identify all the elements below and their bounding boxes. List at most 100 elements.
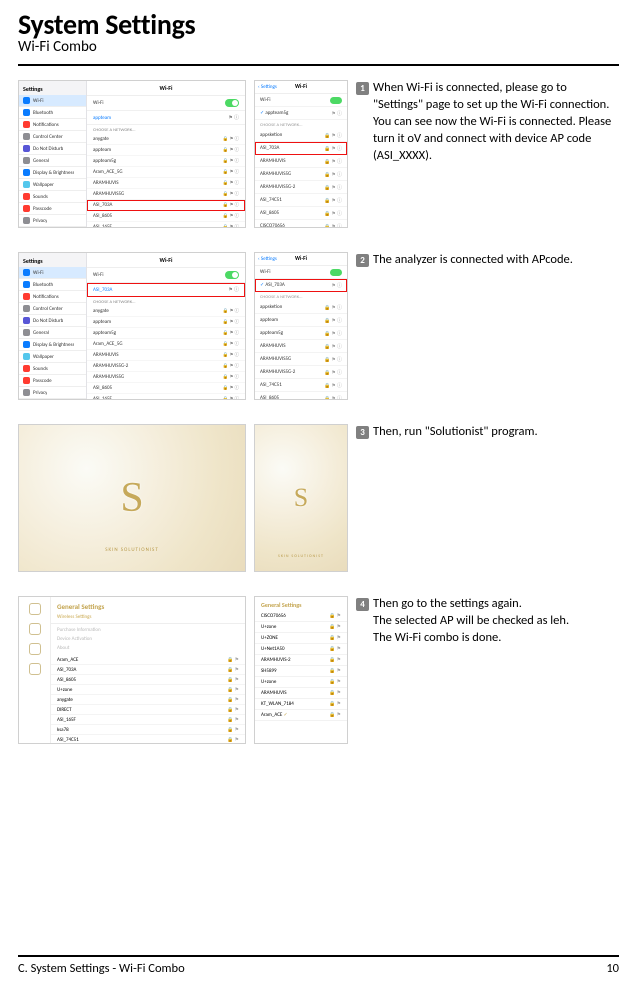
sidebar-item[interactable]: Display & Brightness xyxy=(19,167,86,179)
gs-network-row[interactable]: anygate🔒 ⚑ xyxy=(51,695,245,705)
sidebar-item[interactable]: Control Center xyxy=(19,303,86,315)
gs-left-item[interactable]: About xyxy=(57,644,239,653)
wifi-connected-row-2[interactable]: ASI_703A xyxy=(93,287,112,293)
sidebar-item[interactable]: Sounds xyxy=(19,191,86,203)
network-row[interactable]: ASI_74C51🔒 ⚑ ⓘ xyxy=(255,194,347,207)
gs-phone-network-row[interactable]: U+zone🔒 ⚑ xyxy=(255,677,347,688)
sidebar-item[interactable]: Bluetooth xyxy=(19,107,86,119)
sidebar-item[interactable]: Wallpaper xyxy=(19,351,86,363)
network-row[interactable]: anygate🔒 ⚑ ⓘ xyxy=(87,306,245,317)
gs-phone-network-row[interactable]: SH5899🔒 ⚑ xyxy=(255,666,347,677)
network-row[interactable]: ASI_8605🔒 ⚑ ⓘ xyxy=(255,207,347,220)
sidebar-item[interactable]: Control Center xyxy=(19,131,86,143)
network-row[interactable]: ASI_8605🔒 ⚑ ⓘ xyxy=(87,383,245,394)
sidebar-item[interactable]: Bluetooth xyxy=(19,279,86,291)
iphone-connected-2[interactable]: ASI_703A xyxy=(260,282,285,288)
network-row[interactable]: ASI_703A🔒 ⚑ ⓘ xyxy=(87,200,245,211)
gs-network-row[interactable]: ASI_165F🔒 ⚑ xyxy=(51,715,245,725)
sidebar-item[interactable]: Notifications xyxy=(19,119,86,131)
network-row[interactable]: anygate🔒 ⚑ ⓘ xyxy=(87,134,245,145)
sidebar-item[interactable]: Wi-Fi xyxy=(19,95,86,107)
gs-left-item[interactable]: Device Activation xyxy=(57,635,239,644)
network-row[interactable]: ARAMHUVIS🔒 ⚑ ⓘ xyxy=(255,155,347,168)
sidebar-item[interactable]: Notifications xyxy=(19,291,86,303)
wifi-toggle-2[interactable] xyxy=(225,271,239,279)
network-row[interactable]: ARAMHUVIS🔒 ⚑ ⓘ xyxy=(87,350,245,361)
sidebar-item[interactable]: Wi-Fi xyxy=(19,267,86,279)
gs-network-row[interactable]: ASI_703A🔒 ⚑ xyxy=(51,665,245,675)
gs-network-row[interactable]: DIRECT🔒 ⚑ xyxy=(51,705,245,715)
network-row[interactable]: appteam🔒 ⚑ ⓘ xyxy=(255,314,347,327)
network-row[interactable]: ARAMHUVIS5G🔒 ⚑ ⓘ xyxy=(87,189,245,200)
gs-phone-network-row[interactable]: U+ZONE🔒 ⚑ xyxy=(255,633,347,644)
gs-phone-network-row[interactable]: U+zone🔒 ⚑ xyxy=(255,622,347,633)
sidebar-item[interactable]: Privacy xyxy=(19,387,86,399)
wifi-info-icon-2[interactable]: ⚑ ⓘ xyxy=(331,282,342,289)
sidebar-item[interactable]: Privacy xyxy=(19,215,86,227)
sidebar-item[interactable]: Do Not Disturb xyxy=(19,143,86,155)
gs-network-row[interactable]: Aram_ACE🔒 ⚑ xyxy=(51,655,245,665)
network-row[interactable]: ARAMHUVIS5G-2🔒 ⚑ ⓘ xyxy=(255,181,347,194)
sidebar-item[interactable]: Wallpaper xyxy=(19,179,86,191)
gs-phone-network-row[interactable]: KT_WLAN_7184🔒 ⚑ xyxy=(255,699,347,710)
network-row[interactable]: appteam5g🔒 ⚑ ⓘ xyxy=(87,328,245,339)
gs-network-row[interactable]: ASI_8605🔒 ⚑ xyxy=(51,675,245,685)
network-row[interactable]: Aram_ACE_5G🔒 ⚑ ⓘ xyxy=(87,167,245,178)
network-row[interactable]: CISCO70656🔒 ⚑ ⓘ xyxy=(255,220,347,228)
network-row[interactable]: ASI_165F🔒 ⚑ ⓘ xyxy=(87,394,245,400)
gs-phone-network-row[interactable]: ARAMHUVIS-2🔒 ⚑ xyxy=(255,655,347,666)
sidebar-item[interactable]: iCloud xyxy=(19,227,86,228)
network-row[interactable]: ASI_165F🔒 ⚑ ⓘ xyxy=(87,222,245,228)
network-row[interactable]: appteam🔒 ⚑ ⓘ xyxy=(87,145,245,156)
gs-phone-network-row[interactable]: Aram_ACE🔒 ⚑ xyxy=(255,710,347,721)
network-row[interactable]: ARAMHUVIS🔒 ⚑ ⓘ xyxy=(87,178,245,189)
sidebar-item[interactable]: General xyxy=(19,155,86,167)
gs-network-row[interactable]: ASI_74C51🔒 ⚑ xyxy=(51,735,245,744)
gs-nav-icon-1[interactable] xyxy=(29,603,41,615)
gs-phone-network-row[interactable]: U+Net1A50🔒 ⚑ xyxy=(255,644,347,655)
sidebar-item[interactable]: Display & Brightness xyxy=(19,339,86,351)
network-row[interactable]: appteam5g🔒 ⚑ ⓘ xyxy=(87,156,245,167)
wifi-connected-row[interactable]: appteam xyxy=(93,115,111,121)
sidebar-item[interactable]: Sounds xyxy=(19,363,86,375)
wifi-toggle[interactable] xyxy=(225,99,239,107)
network-row[interactable]: ARAMHUVIS5G🔒 ⚑ ⓘ xyxy=(87,372,245,383)
network-row[interactable]: appteam🔒 ⚑ ⓘ xyxy=(87,317,245,328)
network-row[interactable]: ASI_74C51🔒 ⚑ ⓘ xyxy=(255,379,347,392)
gs-phone-network-row[interactable]: CISCO70656🔒 ⚑ xyxy=(255,611,347,622)
sidebar-item[interactable]: General xyxy=(19,327,86,339)
wifi-info-icon[interactable]: ⚑ ⓘ xyxy=(331,110,342,117)
network-row[interactable]: ASI_8605🔒 ⚑ ⓘ xyxy=(87,211,245,222)
network-row[interactable]: ARAMHUVIS🔒 ⚑ ⓘ xyxy=(255,340,347,353)
network-row[interactable]: appsketion🔒 ⚑ ⓘ xyxy=(255,301,347,314)
sidebar-item[interactable]: iCloud xyxy=(19,399,86,400)
network-row[interactable]: ASI_703A🔒 ⚑ ⓘ xyxy=(255,142,347,155)
gs-network-row[interactable]: U+zone🔒 ⚑ xyxy=(51,685,245,695)
step1-ipad-screenshot: Settings Wi-FiBluetoothNotificationsCont… xyxy=(18,80,246,228)
iphone-wifi-title: Wi-Fi xyxy=(295,84,307,90)
back-button-2[interactable]: ‹ Settings xyxy=(258,256,277,262)
network-row[interactable]: appteam5g🔒 ⚑ ⓘ xyxy=(255,327,347,340)
back-button[interactable]: ‹ Settings xyxy=(258,84,277,90)
network-row[interactable]: appsketion🔒 ⚑ ⓘ xyxy=(255,129,347,142)
step1-badge: 1 xyxy=(356,82,369,95)
sidebar-item[interactable]: Passcode xyxy=(19,375,86,387)
sidebar-item[interactable]: Passcode xyxy=(19,203,86,215)
iphone-wifi-toggle-2[interactable] xyxy=(330,269,342,276)
network-row[interactable]: ARAMHUVIS5G-2🔒 ⚑ ⓘ xyxy=(255,366,347,379)
network-row[interactable]: ASI_8605🔒 ⚑ ⓘ xyxy=(255,392,347,400)
network-row[interactable]: ARAMHUVIS5G🔒 ⚑ ⓘ xyxy=(255,168,347,181)
gs-nav-icon-2[interactable] xyxy=(29,623,41,635)
iphone-connected[interactable]: appteam5g xyxy=(260,110,288,116)
gs-network-row[interactable]: ksa78🔒 ⚑ xyxy=(51,725,245,735)
network-icons: 🔒 ⚑ ⓘ xyxy=(223,352,239,358)
sidebar-item[interactable]: Do Not Disturb xyxy=(19,315,86,327)
gs-left-item[interactable]: Purchase Information xyxy=(57,626,239,635)
network-row[interactable]: Aram_ACE_5G🔒 ⚑ ⓘ xyxy=(87,339,245,350)
gs-nav-icon-4[interactable] xyxy=(29,663,41,675)
gs-phone-network-row[interactable]: ARAMHUVIS🔒 ⚑ xyxy=(255,688,347,699)
network-row[interactable]: ARAMHUVIS5G-2🔒 ⚑ ⓘ xyxy=(87,361,245,372)
iphone-wifi-toggle[interactable] xyxy=(330,97,342,104)
gs-nav-icon-3[interactable] xyxy=(29,643,41,655)
network-row[interactable]: ARAMHUVIS5G🔒 ⚑ ⓘ xyxy=(255,353,347,366)
